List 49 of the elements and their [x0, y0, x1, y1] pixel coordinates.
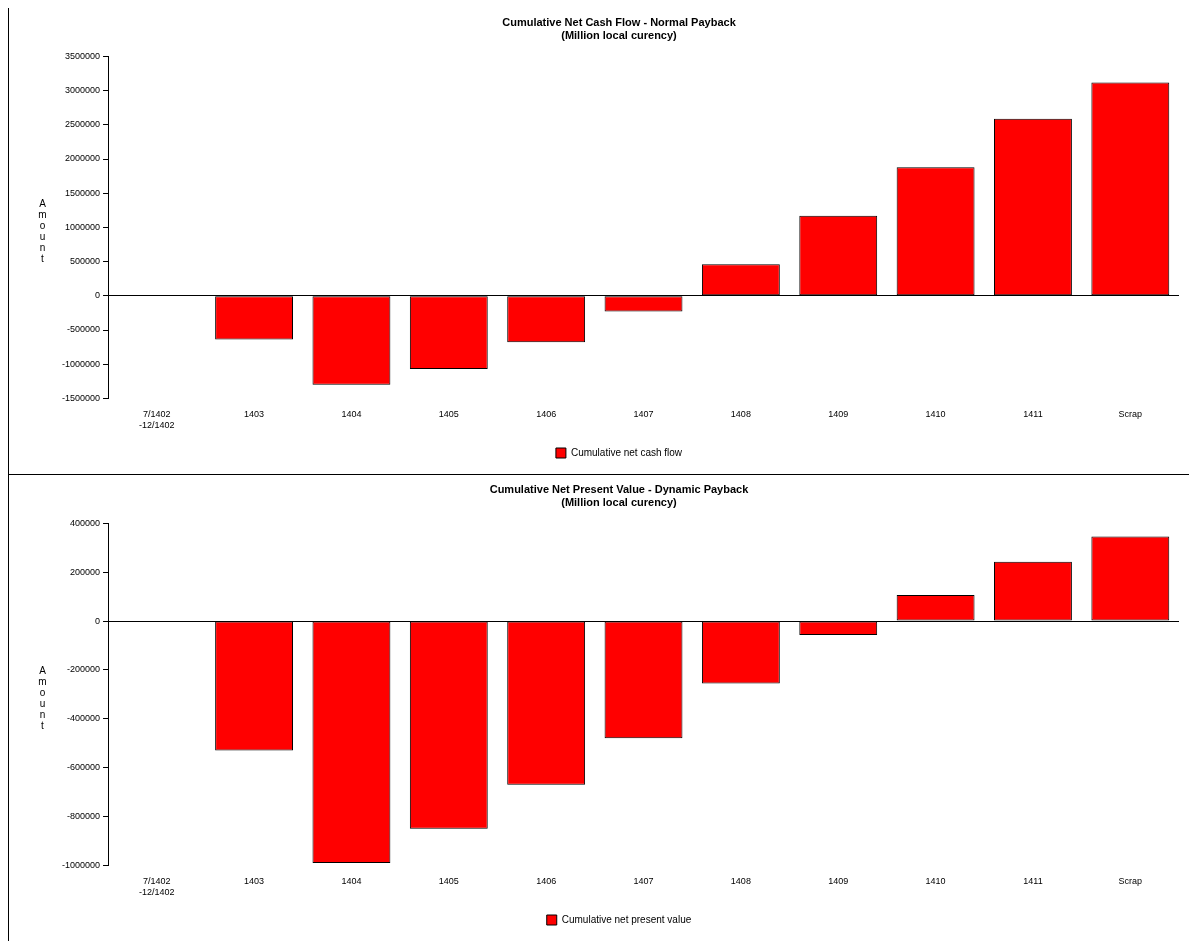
x-tick-label: 1404: [341, 876, 362, 887]
y-tick-label: -600000: [67, 762, 101, 773]
x-tick-label: 7/1402 -12/1402: [138, 876, 175, 898]
y-tick-label: -1000000: [61, 358, 101, 369]
y-tick-label: 500000: [69, 256, 101, 267]
x-tick-label: 1405: [438, 876, 459, 887]
y-tick-label: 0: [95, 290, 101, 301]
y-tick-label: -500000: [67, 324, 101, 335]
y-tick-label: -800000: [67, 811, 101, 822]
x-tick-label: 1409: [828, 409, 849, 420]
y-tick-label: 400000: [69, 517, 101, 528]
x-tick-label: 1406: [536, 409, 557, 420]
x-tick-label: 1408: [730, 409, 751, 420]
x-tick-label: 1407: [633, 876, 654, 887]
y-tick-label: 0: [95, 615, 101, 626]
x-tick-label: 1406: [536, 876, 557, 887]
y-axis-title: Amount: [37, 198, 48, 264]
y-axis-title: Amount: [37, 665, 48, 731]
x-tick-label: Scrap: [1118, 876, 1143, 887]
y-tick-label: 2000000: [64, 153, 101, 164]
x-tick-label: 1411: [1023, 876, 1043, 887]
x-tick-label: Scrap: [1118, 409, 1143, 420]
y-tick-label: 1000000: [64, 221, 101, 232]
y-tick-label: 1500000: [64, 187, 101, 198]
x-tick-label: 7/1402 -12/1402: [138, 409, 175, 431]
y-tick-label: -1500000: [61, 392, 101, 403]
x-tick-label: 1409: [828, 876, 849, 887]
chart-title: Cumulative Net Present Value - Dynamic Payback: [489, 482, 750, 495]
legend-label: Cumulative net cash flow: [570, 446, 683, 458]
y-tick-label: 3500000: [64, 50, 101, 61]
x-tick-label: 1403: [244, 409, 265, 420]
x-tick-label: 1411: [1023, 409, 1043, 420]
y-tick-label: 2500000: [64, 119, 101, 130]
x-tick-label: 1408: [730, 876, 751, 887]
x-tick-label: 1404: [341, 409, 362, 420]
y-tick-label: -1000000: [61, 859, 101, 870]
x-tick-label: 1405: [438, 409, 459, 420]
x-tick-label: 1410: [925, 409, 946, 420]
x-tick-label: 1410: [925, 876, 946, 887]
chart-title: Cumulative Net Cash Flow - Normal Payback: [502, 15, 737, 28]
legend-label: Cumulative net present value: [561, 913, 692, 925]
y-tick-label: -400000: [67, 713, 101, 724]
x-tick-label: 1407: [633, 409, 654, 420]
chart-subtitle: (Million local curency): [561, 28, 678, 41]
y-tick-label: 3000000: [64, 85, 101, 96]
y-tick-label: -200000: [67, 664, 101, 675]
chart-subtitle: (Million local curency): [561, 495, 678, 508]
y-tick-label: 200000: [69, 566, 101, 577]
x-tick-label: 1403: [244, 876, 265, 887]
